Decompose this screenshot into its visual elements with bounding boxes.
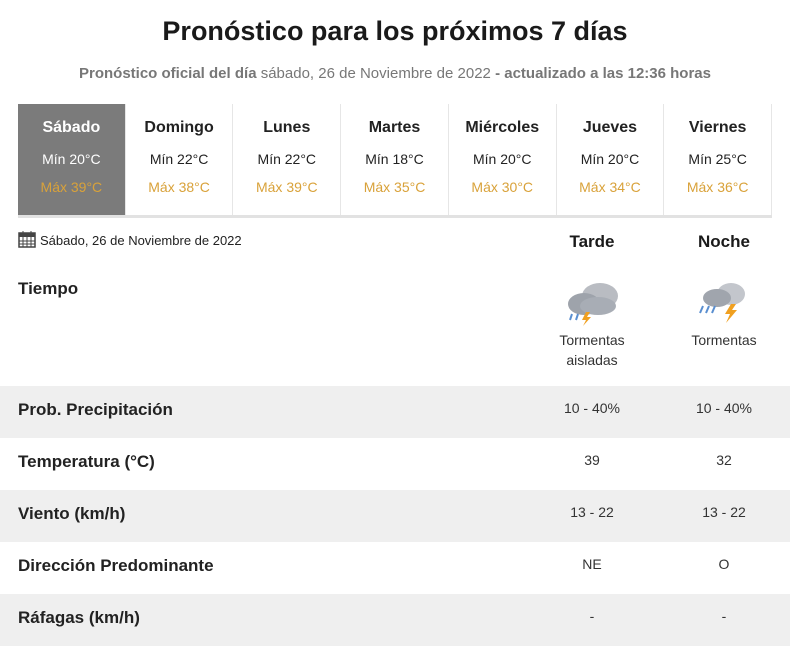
- day-tab[interactable]: Sábado Mín 20°C Máx 39°C: [18, 104, 126, 215]
- subtitle-lead: Pronóstico oficial del día: [79, 65, 257, 82]
- detail-row: Temperatura (°C) 39 32: [0, 438, 790, 490]
- day-max: Máx 34°C: [579, 179, 641, 195]
- row-value: 13 - 22: [570, 504, 614, 520]
- row-label: Viento (km/h): [18, 504, 126, 523]
- day-name: Domingo: [144, 119, 214, 136]
- day-tab[interactable]: Lunes Mín 22°C Máx 39°C: [233, 104, 342, 215]
- detail-row: Viento (km/h) 13 - 22 13 - 22: [0, 490, 790, 542]
- day-tab[interactable]: Jueves Mín 20°C Máx 34°C: [557, 104, 665, 215]
- row-value: 13 - 22: [702, 504, 746, 520]
- day-min: Mín 20°C: [472, 151, 532, 167]
- day-max: Máx 39°C: [40, 179, 103, 195]
- day-min: Mín 22°C: [257, 151, 317, 167]
- day-max: Máx 30°C: [471, 179, 534, 195]
- day-min: Mín 22°C: [149, 151, 209, 167]
- day-min: Mín 20°C: [580, 151, 640, 167]
- day-max: Máx 38°C: [148, 179, 210, 195]
- row-value: -: [589, 608, 595, 624]
- calendar-icon: [18, 231, 36, 248]
- subtitle: Pronóstico oficial del día sábado, 26 de…: [0, 65, 790, 82]
- detail-row: Ráfagas (km/h) - -: [0, 594, 790, 646]
- storm-cloud-icon: [568, 283, 618, 326]
- detail-row: Prob. Precipitación 10 - 40% 10 - 40%: [0, 386, 790, 438]
- day-name: Viernes: [688, 119, 747, 136]
- row-value: O: [718, 556, 730, 572]
- row-label: Ráfagas (km/h): [18, 608, 140, 627]
- day-name: Martes: [368, 119, 421, 136]
- row-value: -: [721, 608, 727, 624]
- day-tab[interactable]: Viernes Mín 25°C Máx 36°C: [664, 104, 773, 215]
- day-max: Máx 39°C: [255, 179, 318, 195]
- day-min: Mín 20°C: [42, 151, 101, 167]
- day-tab[interactable]: Miércoles Mín 20°C Máx 30°C: [449, 104, 557, 215]
- column-header: Tarde: [569, 232, 615, 251]
- day-name: Jueves: [582, 119, 638, 136]
- day-max: Máx 36°C: [686, 179, 749, 195]
- column-header: Noche: [698, 232, 750, 251]
- row-label: Dirección Predominante: [18, 556, 214, 575]
- weather-label: Tiempo: [18, 279, 79, 298]
- row-value: NE: [582, 556, 602, 572]
- subtitle-date: sábado, 26 de Noviembre de 2022: [260, 65, 491, 82]
- day-max: Máx 35°C: [363, 179, 426, 195]
- row-value: 10 - 40%: [563, 400, 621, 416]
- row-value: 39: [584, 452, 600, 468]
- detail-row: Dirección Predominante NE O: [0, 542, 790, 594]
- row-label: Prob. Precipitación: [18, 400, 173, 419]
- title: Pronóstico para los próximos 7 días: [162, 16, 628, 46]
- row-value: 10 - 40%: [695, 400, 753, 416]
- day-name: Sábado: [42, 119, 101, 136]
- day-name: Miércoles: [465, 119, 540, 136]
- weather-value: Tormentas aisladas: [559, 332, 625, 368]
- day-min: Mín 25°C: [688, 151, 747, 167]
- detail-date: Sábado, 26 de Noviembre de 2022: [40, 233, 242, 248]
- day-tab[interactable]: Martes Mín 18°C Máx 35°C: [341, 104, 449, 215]
- day-min: Mín 18°C: [365, 151, 424, 167]
- day-tab[interactable]: Domingo Mín 22°C Máx 38°C: [126, 104, 234, 215]
- row-label: Temperatura (°C): [18, 452, 155, 471]
- row-value: 32: [716, 452, 732, 468]
- storm-icon: [699, 283, 745, 323]
- day-tabs: Sábado Mín 20°C Máx 39°C Domingo Mín 22°C Máx…: [18, 104, 773, 218]
- subtitle-updated: - actualizado a las 12:36 horas: [495, 65, 711, 82]
- day-name: Lunes: [263, 119, 311, 136]
- weather-value: Tormentas: [691, 332, 757, 348]
